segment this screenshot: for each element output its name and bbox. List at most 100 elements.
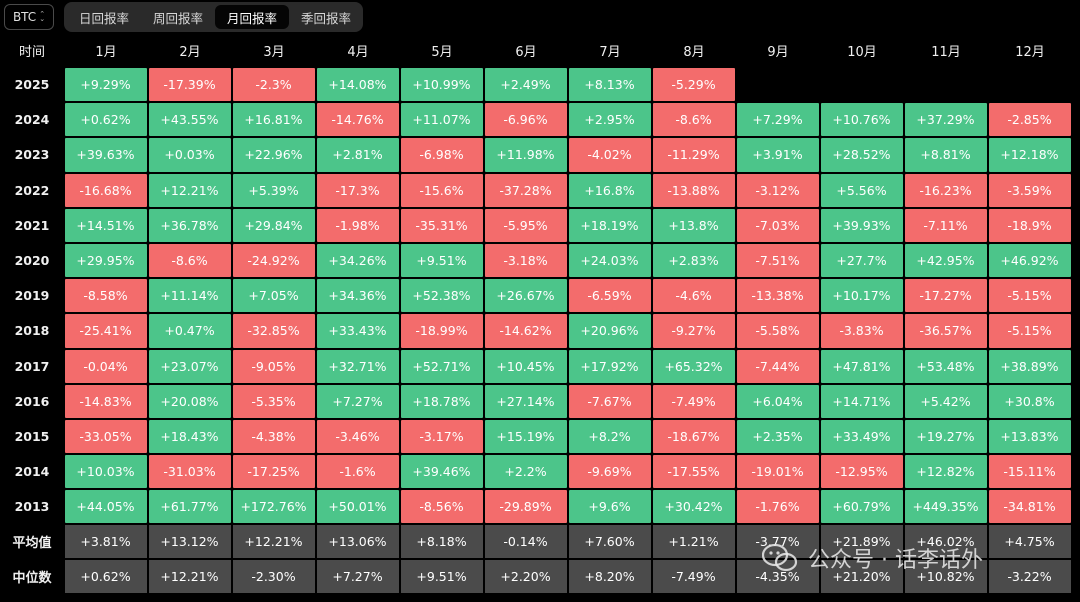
return-cell[interactable]: +14.71%	[820, 384, 903, 418]
return-cell[interactable]: +61.77%	[148, 490, 231, 524]
return-cell[interactable]: +7.29%	[736, 103, 819, 137]
return-cell[interactable]: -14.76%	[316, 103, 399, 137]
return-cell[interactable]: +2.49%	[484, 68, 567, 102]
return-cell[interactable]: -1.98%	[316, 208, 399, 242]
return-cell[interactable]: +18.19%	[568, 208, 651, 242]
return-cell[interactable]: -13.88%	[652, 173, 735, 207]
return-cell[interactable]: +60.79%	[820, 490, 903, 524]
return-cell[interactable]: +15.19%	[484, 419, 567, 454]
return-cell[interactable]: +7.27%	[316, 384, 399, 418]
return-cell[interactable]: +2.35%	[736, 419, 819, 454]
return-cell[interactable]: -6.96%	[484, 103, 567, 137]
return-cell[interactable]: +20.96%	[568, 314, 651, 348]
return-cell[interactable]	[989, 68, 1071, 101]
return-cell[interactable]: +34.36%	[316, 279, 399, 313]
return-cell[interactable]: +10.99%	[400, 68, 483, 102]
return-cell[interactable]: +14.08%	[316, 68, 399, 102]
return-cell[interactable]: +8.2%	[568, 419, 651, 454]
return-cell[interactable]: +0.62%	[64, 103, 147, 137]
return-cell[interactable]: +11.98%	[484, 138, 567, 172]
return-cell[interactable]: -0.04%	[64, 349, 147, 383]
return-cell[interactable]: +6.04%	[736, 384, 819, 418]
return-cell[interactable]: -9.69%	[568, 455, 651, 489]
return-cell[interactable]: +16.8%	[568, 173, 651, 207]
return-cell[interactable]: +12.82%	[904, 455, 987, 489]
return-cell[interactable]: -16.23%	[904, 173, 987, 207]
return-cell[interactable]: -8.56%	[400, 490, 483, 524]
return-cell[interactable]: -31.03%	[148, 455, 231, 489]
return-cell[interactable]: +36.78%	[148, 208, 231, 242]
return-cell[interactable]	[737, 68, 819, 101]
return-cell[interactable]: +10.17%	[820, 279, 903, 313]
return-cell[interactable]: +2.81%	[316, 138, 399, 172]
return-cell[interactable]: +44.05%	[64, 490, 147, 524]
return-cell[interactable]: -1.76%	[736, 490, 819, 524]
return-cell[interactable]: +37.29%	[904, 103, 987, 137]
return-cell[interactable]: +18.78%	[400, 384, 483, 418]
return-cell[interactable]: +11.07%	[400, 103, 483, 137]
return-cell[interactable]: +52.38%	[400, 279, 483, 313]
return-cell[interactable]: +449.35%	[904, 490, 987, 524]
return-cell[interactable]: -5.35%	[232, 384, 315, 418]
return-cell[interactable]: +10.03%	[64, 455, 147, 489]
return-cell[interactable]: +9.51%	[400, 243, 483, 278]
return-cell[interactable]: +172.76%	[232, 490, 315, 524]
return-cell[interactable]: -3.17%	[400, 419, 483, 454]
return-cell[interactable]: +39.63%	[64, 138, 147, 172]
return-cell[interactable]: -24.92%	[232, 243, 315, 278]
return-cell[interactable]: +24.03%	[568, 243, 651, 278]
return-cell[interactable]: +33.49%	[820, 419, 903, 454]
return-cell[interactable]: -3.18%	[484, 243, 567, 278]
return-cell[interactable]: -8.6%	[652, 103, 735, 137]
return-cell[interactable]: +47.81%	[820, 349, 903, 383]
tab-quarterly-return[interactable]: 季回报率	[301, 10, 352, 26]
return-cell[interactable]: -37.28%	[484, 173, 567, 207]
return-cell[interactable]: +43.55%	[148, 103, 231, 137]
return-cell[interactable]: +2.83%	[652, 243, 735, 278]
return-cell[interactable]: -29.89%	[484, 490, 567, 524]
return-cell[interactable]: -17.39%	[148, 68, 231, 102]
return-cell[interactable]: +39.46%	[400, 455, 483, 489]
return-cell[interactable]: +42.95%	[904, 243, 987, 278]
return-cell[interactable]: -7.49%	[652, 384, 735, 418]
return-cell[interactable]: -25.41%	[64, 314, 147, 348]
return-cell[interactable]: -5.15%	[988, 279, 1071, 313]
return-cell[interactable]: +23.07%	[148, 349, 231, 383]
return-cell[interactable]: -35.31%	[400, 208, 483, 242]
return-cell[interactable]: +7.05%	[232, 279, 315, 313]
return-cell[interactable]: +10.45%	[484, 349, 567, 383]
return-cell[interactable]: -4.02%	[568, 138, 651, 172]
return-cell[interactable]: +3.91%	[736, 138, 819, 172]
return-cell[interactable]: +32.71%	[316, 349, 399, 383]
return-cell[interactable]: -7.03%	[736, 208, 819, 242]
return-cell[interactable]: +2.95%	[568, 103, 651, 137]
return-cell[interactable]: +9.6%	[568, 490, 651, 524]
return-cell[interactable]: +19.27%	[904, 419, 987, 454]
return-cell[interactable]: -1.6%	[316, 455, 399, 489]
return-cell[interactable]: +0.47%	[148, 314, 231, 348]
return-cell[interactable]: +53.48%	[904, 349, 987, 383]
return-cell[interactable]: +10.76%	[820, 103, 903, 137]
return-cell[interactable]: +9.29%	[64, 68, 147, 102]
return-cell[interactable]: -5.95%	[484, 208, 567, 242]
return-cell[interactable]: +5.56%	[820, 173, 903, 207]
return-cell[interactable]: +27.14%	[484, 384, 567, 418]
return-cell[interactable]: -7.11%	[904, 208, 987, 242]
return-cell[interactable]: -17.55%	[652, 455, 735, 489]
return-cell[interactable]: +46.92%	[988, 243, 1071, 278]
return-cell[interactable]: -17.3%	[316, 173, 399, 207]
return-cell[interactable]: +14.51%	[64, 208, 147, 242]
return-cell[interactable]: -17.27%	[904, 279, 987, 313]
return-cell[interactable]	[905, 68, 987, 101]
tab-daily-return[interactable]: 日回报率	[79, 10, 130, 26]
return-cell[interactable]: +52.71%	[400, 349, 483, 383]
return-cell[interactable]: -18.99%	[400, 314, 483, 348]
return-cell[interactable]: +26.67%	[484, 279, 567, 313]
return-cell[interactable]	[821, 68, 903, 101]
return-cell[interactable]: -12.95%	[820, 455, 903, 489]
return-cell[interactable]: -6.59%	[568, 279, 651, 313]
return-cell[interactable]: -4.6%	[652, 279, 735, 313]
return-cell[interactable]: -6.98%	[400, 138, 483, 172]
asset-selector[interactable]: BTC ⌃ ⌄	[4, 4, 54, 30]
tab-weekly-return[interactable]: 周回报率	[153, 10, 204, 26]
